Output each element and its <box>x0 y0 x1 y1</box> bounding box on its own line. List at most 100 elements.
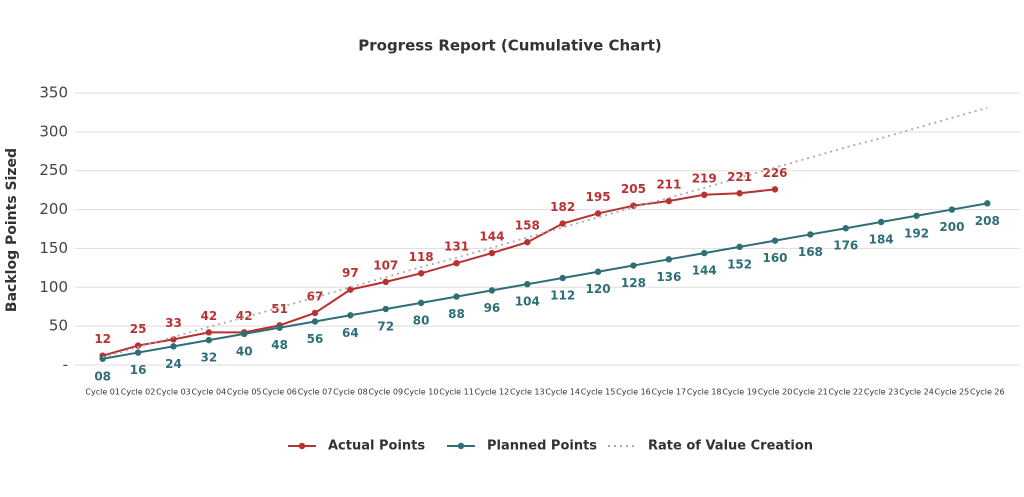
data-point <box>488 287 496 294</box>
data-label: 64 <box>342 326 359 340</box>
x-tick-label: Cycle 16 <box>616 388 651 397</box>
data-point <box>205 329 213 336</box>
data-point <box>559 220 566 227</box>
data-point <box>948 206 956 213</box>
chart-title: Progress Report (Cumulative Chart) <box>358 37 661 55</box>
data-label: 80 <box>413 313 430 327</box>
data-label: 200 <box>939 220 964 234</box>
data-label: 32 <box>200 351 217 365</box>
data-point <box>559 274 566 282</box>
data-point <box>311 309 319 317</box>
data-label: 118 <box>409 250 434 264</box>
data-point <box>453 259 460 267</box>
legend-label: Planned Points <box>487 439 597 454</box>
data-label: 12 <box>94 332 111 346</box>
data-label: 42 <box>200 309 217 323</box>
data-point <box>170 343 177 350</box>
data-label: 88 <box>448 307 465 321</box>
data-label: 33 <box>165 316 182 330</box>
legend-label: Rate of Value Creation <box>648 439 813 454</box>
data-point <box>347 312 354 319</box>
data-label: 205 <box>621 182 646 196</box>
data-label: 195 <box>586 190 611 204</box>
legend-label: Actual Points <box>328 439 425 454</box>
data-label: 120 <box>586 282 611 296</box>
data-point <box>594 210 602 217</box>
data-point <box>877 218 885 226</box>
x-tick-label: Cycle 05 <box>227 388 262 397</box>
data-point <box>524 239 531 246</box>
legend-marker <box>298 442 306 450</box>
y-tick-label: 350 <box>39 84 68 102</box>
x-tick-label: Cycle 11 <box>439 388 474 397</box>
data-point <box>665 256 673 263</box>
y-tick-label: 150 <box>39 239 68 257</box>
data-label: 51 <box>271 302 288 316</box>
data-label: 08 <box>94 369 111 383</box>
x-tick-label: Cycle 14 <box>545 388 580 397</box>
x-tick-label: Cycle 04 <box>192 388 227 397</box>
x-tick-label: Cycle 26 <box>970 388 1005 397</box>
data-point <box>842 225 849 232</box>
x-tick-label: Cycle 24 <box>899 388 934 397</box>
data-label: 16 <box>130 363 147 377</box>
series-line <box>102 202 988 360</box>
data-label: 24 <box>165 357 182 371</box>
x-tick-label: Cycle 09 <box>368 388 403 397</box>
data-label: 25 <box>130 322 147 336</box>
data-point <box>170 336 177 343</box>
data-label: 128 <box>621 276 646 290</box>
data-point <box>984 200 991 207</box>
x-tick-label: Cycle 21 <box>793 388 828 397</box>
x-tick-label: Cycle 03 <box>156 388 191 397</box>
y-tick-label: 200 <box>39 200 68 218</box>
data-point <box>736 243 743 251</box>
x-tick-label: Cycle 17 <box>652 388 687 397</box>
data-label: 48 <box>271 338 288 352</box>
data-point <box>417 270 425 277</box>
data-label: 152 <box>727 257 752 271</box>
data-point <box>311 318 319 325</box>
x-tick-label: Cycle 12 <box>475 388 510 397</box>
data-label: 211 <box>656 178 681 192</box>
data-label: 208 <box>975 214 1000 228</box>
data-point <box>701 191 708 199</box>
data-label: 160 <box>762 251 787 265</box>
y-tick-label: - <box>63 356 68 374</box>
y-tick-label: 50 <box>49 317 68 335</box>
data-label: 176 <box>833 239 858 253</box>
data-point <box>630 262 637 269</box>
data-point <box>665 197 673 205</box>
data-label: 56 <box>307 332 324 346</box>
data-label: 131 <box>444 240 469 254</box>
y-tick-label: 100 <box>39 278 68 296</box>
x-tick-label: Cycle 07 <box>298 388 333 397</box>
data-point <box>594 268 602 275</box>
data-label: 72 <box>377 320 394 334</box>
data-point <box>241 330 248 338</box>
data-label: 221 <box>727 170 752 184</box>
data-point <box>807 231 814 238</box>
x-tick-label: Cycle 06 <box>262 388 297 397</box>
data-point <box>913 212 920 219</box>
data-point <box>205 336 213 344</box>
x-tick-label: Cycle 23 <box>864 388 899 397</box>
data-label: 144 <box>479 230 504 244</box>
data-label: 144 <box>692 264 717 278</box>
data-point <box>771 237 779 244</box>
data-label: 182 <box>550 200 575 214</box>
data-label: 184 <box>869 233 894 247</box>
data-point <box>134 349 142 356</box>
data-point <box>736 190 743 197</box>
data-label: 42 <box>236 309 253 323</box>
data-point <box>382 305 389 313</box>
data-label: 67 <box>307 289 324 303</box>
data-label: 97 <box>342 266 359 280</box>
series-line <box>102 188 776 357</box>
data-point <box>134 342 142 349</box>
data-label: 107 <box>373 258 398 272</box>
legend-marker <box>457 442 465 450</box>
data-label: 192 <box>904 226 929 240</box>
x-tick-label: Cycle 08 <box>333 388 368 397</box>
